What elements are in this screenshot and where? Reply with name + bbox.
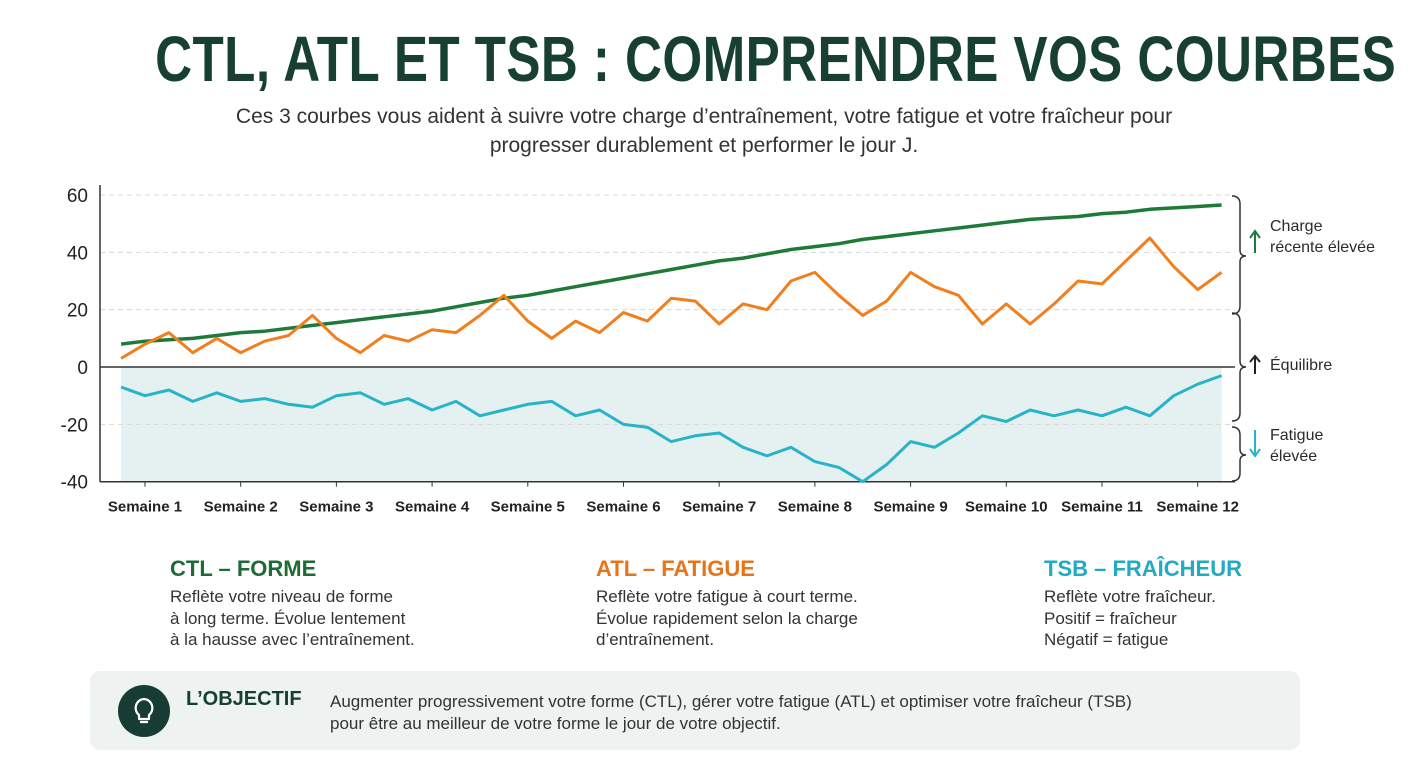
arrow-down [1249,430,1261,458]
icon-bg [118,685,170,737]
annotation: Fatigue [1270,427,1324,444]
card-text: Reflète votre fraîcheur. [1044,587,1216,606]
y-tick-label: 0 [77,358,88,379]
card-text: à la hausse avec l’entraînement. [170,630,415,649]
y-tick-label: -40 [61,473,88,494]
card-text: Reflète votre niveau de forme [170,587,394,606]
series-line [120,203,1222,346]
x-tick-label: Semaine 11 [1061,499,1143,516]
x-tick-label: Semaine 2 [204,499,278,516]
annotation: Charge [1270,218,1323,235]
annotation: Équilibre [1270,357,1333,374]
title: CTL, ATL ET TSB : COMPRENDRE VOS COURBES [155,23,1397,95]
objective-text: pour être au meilleur de votre forme le … [330,714,781,733]
y-tick-label: -20 [61,415,88,436]
arrow-up [1249,354,1261,374]
x-tick-label: Semaine 10 [965,499,1048,516]
x-tick-label: Semaine 3 [299,499,373,516]
x-tick-label: Semaine 7 [682,499,756,516]
card-text: d’entraînement. [596,630,715,649]
card-text: Reflète votre fatigue à court terme. [596,587,858,606]
card-text: Positif = fraîcheur [1044,608,1177,628]
subtitle: Ces 3 courbes vous aident à suivre votre… [235,105,1173,157]
bracket [1231,312,1247,422]
x-tick-label: Semaine 4 [395,499,470,516]
y-tick-label: 20 [67,301,88,322]
objective-box [90,671,1300,750]
x-tick-label: Semaine 9 [873,499,947,516]
y-tick-label: 60 [67,186,88,207]
legend-title: TSB – FRAÎCHEUR [1044,556,1243,581]
x-tick-label: Semaine 1 [108,499,182,516]
card-text: Évolue rapidement selon la charge [596,608,858,628]
series-line [120,236,1223,360]
bracket [1231,426,1247,482]
title-wrap: CTL, ATL ET TSB : COMPRENDRE VOS COURBES [0,22,1408,96]
series-line [120,374,1223,484]
objective-title: L’OBJECTIF [186,688,302,710]
objective-text: Augmenter progressivement votre forme (C… [330,692,1132,711]
annotation: élevée [1270,448,1318,465]
arrow-up [1249,229,1261,253]
legend-title: ATL – FATIGUE [596,556,755,581]
x-tick-label: Semaine 12 [1156,499,1239,516]
x-tick-label: Semaine 5 [491,499,565,516]
bracket [1231,195,1247,315]
objective-icon [118,685,170,737]
card-text: Négatif = fatigue [1044,630,1169,649]
annotation: récente élevée [1270,239,1375,256]
bulb [134,697,154,724]
legend-title: CTL – FORME [170,556,317,581]
chart: -40 -20 0 20 40 60 Semaine 1 Semaine 2 Semaine 3… [61,185,1261,516]
y-tick-label: 40 [67,243,88,264]
x-tick-label: Semaine 6 [586,499,660,516]
card-text: à long terme. Évolue lentement [170,608,406,628]
x-tick-label: Semaine 8 [778,499,852,516]
